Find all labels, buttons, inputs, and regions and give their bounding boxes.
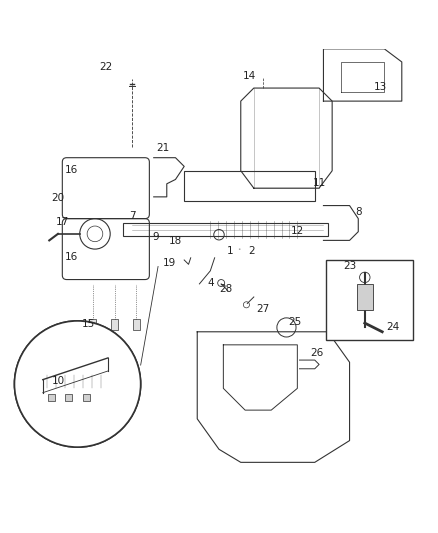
Text: 8: 8 xyxy=(355,207,362,217)
Text: 16: 16 xyxy=(64,165,78,175)
Bar xyxy=(133,319,140,329)
Text: 1: 1 xyxy=(226,246,233,256)
Text: 20: 20 xyxy=(51,193,64,203)
Text: 15: 15 xyxy=(82,319,95,329)
Text: 13: 13 xyxy=(374,82,387,92)
Text: 4: 4 xyxy=(207,278,214,288)
Bar xyxy=(111,319,118,329)
Text: 17: 17 xyxy=(56,217,69,227)
Text: 9: 9 xyxy=(152,232,159,242)
Bar xyxy=(65,393,72,401)
Text: 23: 23 xyxy=(343,261,356,271)
Bar xyxy=(89,319,96,329)
Bar xyxy=(357,284,373,310)
Bar xyxy=(325,260,413,341)
Text: 18: 18 xyxy=(169,236,182,246)
Text: 19: 19 xyxy=(162,258,176,268)
Bar xyxy=(48,393,55,401)
Text: 16: 16 xyxy=(64,252,78,262)
Text: 2: 2 xyxy=(248,246,255,256)
Text: 11: 11 xyxy=(312,178,326,188)
Text: 14: 14 xyxy=(243,71,256,81)
Text: 28: 28 xyxy=(219,284,232,294)
Text: 24: 24 xyxy=(386,321,400,332)
Text: 7: 7 xyxy=(129,211,135,221)
Text: 27: 27 xyxy=(256,304,269,314)
Text: 25: 25 xyxy=(289,317,302,327)
Circle shape xyxy=(14,321,141,447)
Text: 12: 12 xyxy=(291,226,304,236)
Text: 22: 22 xyxy=(99,62,113,72)
Text: 26: 26 xyxy=(310,348,324,358)
Text: 21: 21 xyxy=(156,143,169,153)
Text: 10: 10 xyxy=(51,376,64,385)
Bar xyxy=(83,393,90,401)
